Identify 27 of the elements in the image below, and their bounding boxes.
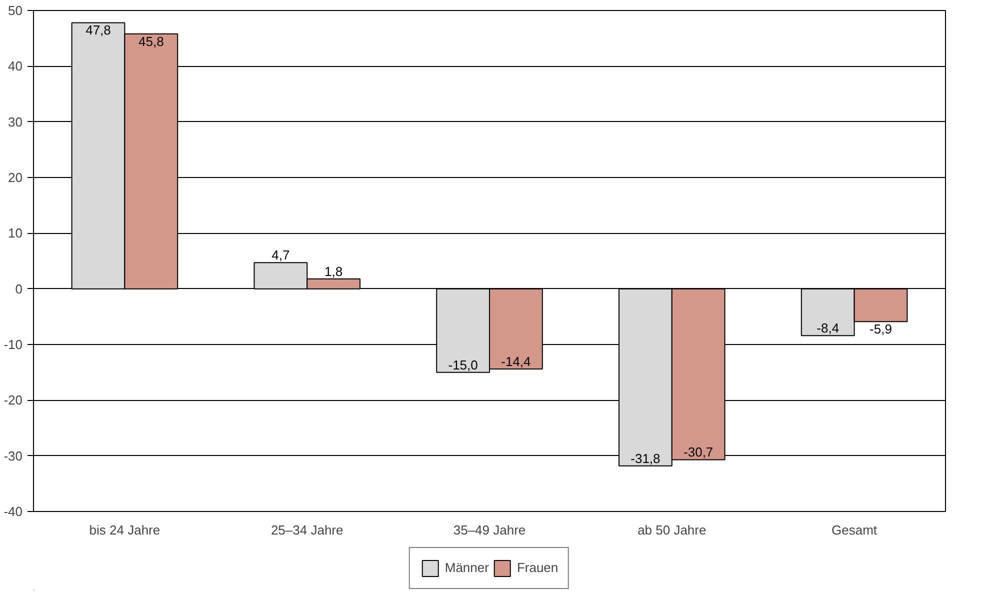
data-label: 47,8 bbox=[86, 22, 111, 38]
y-tick-label: 30 bbox=[8, 114, 23, 130]
legend-label: Männer bbox=[444, 560, 489, 575]
legend-label: Frauen bbox=[516, 560, 558, 575]
data-label: 45,8 bbox=[138, 34, 164, 49]
x-tick-label: ab 50 Jahre bbox=[638, 522, 706, 538]
y-tick-label: 20 bbox=[8, 170, 23, 185]
y-tick-label: -30 bbox=[4, 448, 23, 464]
data-label: -14,4 bbox=[501, 354, 531, 369]
y-tick-label: 0 bbox=[15, 281, 23, 296]
data-label: 4,7 bbox=[272, 248, 290, 263]
y-tick-label: 10 bbox=[8, 226, 23, 241]
y-tick-label: -40 bbox=[4, 504, 23, 519]
data-label: 1,8 bbox=[324, 264, 343, 279]
data-label: -15,0 bbox=[448, 357, 478, 372]
y-tick-label: 50 bbox=[8, 3, 23, 18]
y-tick-label: -20 bbox=[4, 392, 23, 408]
data-label: -31,8 bbox=[630, 450, 660, 466]
x-tick-label: 35–49 Jahre bbox=[453, 522, 526, 538]
data-label: -5,9 bbox=[870, 322, 892, 337]
x-tick-label: bis 24 Jahre bbox=[89, 522, 160, 538]
y-tick-label: 40 bbox=[8, 58, 23, 74]
data-label: -8,4 bbox=[816, 320, 840, 336]
x-tick-label: Gesamt bbox=[832, 522, 878, 538]
data-label: -30,7 bbox=[684, 444, 714, 460]
x-tick-label: 25–34 Jahre bbox=[270, 522, 344, 538]
y-tick-label: -10 bbox=[4, 337, 23, 352]
